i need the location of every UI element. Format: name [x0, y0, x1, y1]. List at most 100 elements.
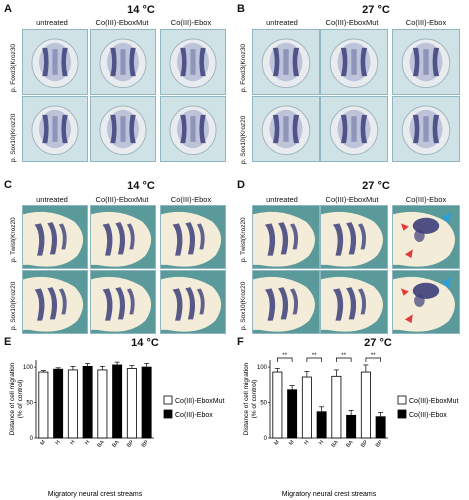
- y-axis-label: (% of control): [17, 380, 24, 419]
- embryo-image-d-r0c1: [320, 205, 388, 269]
- panel-label-c: C: [4, 179, 12, 191]
- embryo-image-b-r1c2: [392, 96, 460, 162]
- bar-co-iii-ebox: [375, 416, 386, 439]
- panel-label-e: E: [4, 336, 12, 348]
- bar-co-iii-ebox: [82, 365, 93, 439]
- temperature-a: 14 °C: [127, 4, 155, 16]
- x-tick-label: BA: [331, 439, 341, 449]
- embryo-image-a-r0c2: [160, 29, 226, 95]
- embryo-image-a-r1c1: [90, 96, 156, 162]
- panel-label-d: D: [237, 179, 245, 191]
- legend-label: Co(III)-EboxMut: [409, 398, 458, 405]
- legend-swatch: [397, 409, 407, 419]
- column-title-ebox: Co(III)-Ebox: [405, 18, 447, 27]
- legend-swatch: [163, 395, 173, 405]
- temperature-f: 27 °C: [364, 337, 392, 349]
- column-title-untreated: untreated: [36, 18, 68, 27]
- y-tick-label: 100: [23, 365, 34, 371]
- bar-co-iii-eboxmut: [301, 376, 312, 439]
- bar-co-iii-eboxmut: [67, 369, 78, 439]
- column-title-eboxmut: Co(III)-EboxMut: [325, 18, 379, 27]
- column-title-untreated: untreated: [266, 18, 298, 27]
- embryo-image-b-r1c0: [252, 96, 320, 162]
- embryo-image-c-r0c0: [22, 205, 88, 269]
- x-tick-label: H: [69, 439, 76, 446]
- x-tick-label: BA: [111, 439, 121, 449]
- significance-bracket: [277, 357, 293, 362]
- x-tick-label: M: [288, 439, 296, 447]
- legend-label: Co(III)-Ebox: [175, 412, 213, 419]
- temperature-d: 27 °C: [362, 180, 390, 192]
- row-label-sox10: p. Sox10(Kroz20: [240, 281, 247, 330]
- embryo-image-a-r1c2: [160, 96, 226, 162]
- column-title-eboxmut: Co(III)-EboxMut: [95, 195, 149, 204]
- y-tick-label: 0: [30, 436, 34, 442]
- row-label-foxd3: p. Foxd3(Kroz30: [240, 43, 247, 92]
- embryo-image-b-r0c2: [392, 29, 460, 95]
- embryo-image-a-r0c0: [22, 29, 88, 95]
- bar-co-iii-eboxmut: [38, 371, 49, 439]
- significance-label: **: [341, 353, 346, 359]
- embryo-image-a-r1c0: [22, 96, 88, 162]
- temperature-c: 14 °C: [127, 180, 155, 192]
- significance-bracket: [306, 357, 322, 362]
- y-tick-label: 50: [260, 401, 267, 407]
- significance-label: **: [282, 353, 287, 359]
- column-title-eboxmut: Co(III)-EboxMut: [95, 18, 149, 27]
- x-tick-label: BP: [375, 439, 385, 449]
- temperature-e: 14 °C: [131, 337, 159, 349]
- bar-co-iii-ebox: [346, 414, 357, 439]
- legend-label: Co(III)-Ebox: [409, 412, 447, 419]
- bar-co-iii-eboxmut: [360, 371, 371, 439]
- row-label-twist: p. Twist(Kroz20: [240, 217, 247, 262]
- bar-co-iii-eboxmut: [97, 369, 108, 439]
- x-tick-label: BA: [345, 439, 355, 449]
- legend-label: Co(III)-EboxMut: [175, 398, 224, 405]
- x-tick-label: M: [273, 439, 281, 447]
- embryo-image-b-r0c1: [320, 29, 388, 95]
- bar-co-iii-ebox: [53, 368, 64, 439]
- legend-swatch: [163, 409, 173, 419]
- column-title-untreated: untreated: [36, 195, 68, 204]
- y-axis-label: Distance of cell migration: [9, 362, 16, 435]
- bar-co-iii-ebox: [316, 411, 327, 439]
- x-tick-label: H: [303, 439, 310, 446]
- embryo-image-d-r0c0: [252, 205, 320, 269]
- x-tick-label: BP: [141, 439, 151, 449]
- column-title-ebox: Co(III)-Ebox: [170, 195, 212, 204]
- panel-label-f: F: [237, 336, 244, 348]
- significance-label: **: [312, 353, 317, 359]
- row-label-sox10: p. Sox10(Kroz20: [240, 115, 247, 164]
- embryo-image-d-r0c2: [392, 205, 460, 269]
- chart-f: Distance of cell migration (% of control)…: [243, 353, 458, 498]
- x-tick-label: H: [84, 439, 91, 446]
- significance-bracket: [365, 357, 381, 362]
- embryo-image-b-r1c1: [320, 96, 388, 162]
- column-title-ebox: Co(III)-Ebox: [170, 18, 212, 27]
- legend-swatch: [397, 395, 407, 405]
- y-axis-label: (% of control): [251, 380, 258, 419]
- significance-label: **: [371, 353, 376, 359]
- x-tick-label: BA: [97, 439, 107, 449]
- temperature-b: 27 °C: [362, 4, 390, 16]
- panel-label-b: B: [237, 3, 245, 15]
- panel-label-a: A: [4, 3, 12, 15]
- bar-co-iii-ebox: [287, 389, 298, 439]
- embryo-image-c-r1c2: [160, 270, 226, 334]
- x-tick-label: M: [39, 439, 47, 447]
- embryo-image-b-r0c0: [252, 29, 320, 95]
- chart-e: Distance of cell migration (% of control)…: [9, 360, 224, 498]
- embryo-image-a-r0c1: [90, 29, 156, 95]
- y-tick-label: 100: [257, 365, 268, 371]
- y-axis-label: Distance of cell migration: [243, 362, 250, 435]
- y-tick-label: 50: [26, 401, 33, 407]
- row-label-sox10: p. Sox10(Kroz20: [10, 113, 17, 162]
- significance-bracket: [336, 357, 352, 362]
- embryo-image-d-r1c2: [392, 270, 460, 334]
- x-axis-label: Migratory neural crest streams: [48, 491, 143, 498]
- embryo-image-d-r1c1: [320, 270, 388, 334]
- x-tick-label: H: [318, 439, 325, 446]
- column-title-eboxmut: Co(III)-EboxMut: [325, 195, 379, 204]
- x-tick-label: H: [54, 439, 61, 446]
- column-title-ebox: Co(III)-Ebox: [405, 195, 447, 204]
